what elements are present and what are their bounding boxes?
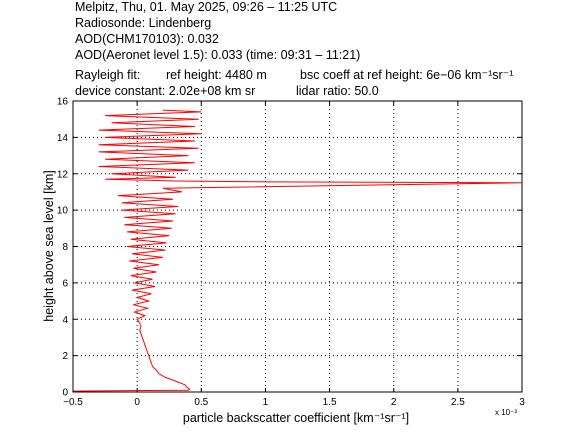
x-tick-label: 2.5	[451, 397, 465, 408]
y-tick-label: 6	[62, 278, 68, 289]
header-bsc-coeff: bsc coeff at ref height: 6e−06 km⁻¹sr⁻¹	[300, 68, 514, 82]
header-device-constant: device constant: 2.02e+08 km sr	[75, 84, 256, 98]
header-aod-chm-line: AOD(CHM170103): 0.032	[75, 32, 219, 46]
x-tick-label: 1.5	[323, 397, 337, 408]
y-tick-label: 10	[57, 206, 69, 217]
y-tick-label: 16	[57, 97, 69, 108]
y-tick-label: 2	[62, 351, 68, 362]
axis-ticks	[72, 100, 523, 393]
header-rayleigh-fit-label: Rayleigh fit:	[75, 68, 141, 82]
y-tick-label: 8	[62, 242, 68, 253]
y-tick-labels: 0 2 4 6 8 10 12 14 16	[57, 97, 69, 399]
x-axis-scale-label: x 10⁻³	[495, 408, 517, 417]
y-tick-label: 14	[57, 133, 69, 144]
y-tick-label: 12	[57, 169, 69, 180]
backscatter-profile-line	[72, 109, 523, 392]
plot-area-frame	[72, 100, 523, 393]
x-tick-labels: −0.5 0 0.5 1 1.5 2 2.5 3	[63, 397, 525, 408]
y-tick-label: 0	[62, 388, 68, 399]
y-axis-label: height above sea level [km]	[42, 170, 56, 321]
header-aod-aeronet-line: AOD(Aeronet level 1.5): 0.033 (time: 09:…	[75, 48, 361, 62]
header-lidar-ratio: lidar ratio: 50.0	[296, 84, 379, 98]
x-tick-label: 3	[519, 397, 525, 408]
grid-lines	[73, 101, 522, 392]
header-title-line: Melpitz, Thu, 01. May 2025, 09:26 – 11:2…	[75, 0, 338, 14]
x-tick-label: 0	[134, 397, 140, 408]
y-tick-label: 4	[62, 315, 68, 326]
x-tick-label: −0.5	[63, 397, 83, 408]
x-tick-label: 2	[391, 397, 397, 408]
x-axis-label: particle backscatter coefficient [km⁻¹sr…	[183, 411, 409, 425]
x-tick-label: 1	[263, 397, 269, 408]
header-radiosonde-line: Radiosonde: Lindenberg	[75, 16, 212, 30]
x-tick-label: 0.5	[194, 397, 208, 408]
header-ref-height: ref height: 4480 m	[166, 68, 267, 82]
